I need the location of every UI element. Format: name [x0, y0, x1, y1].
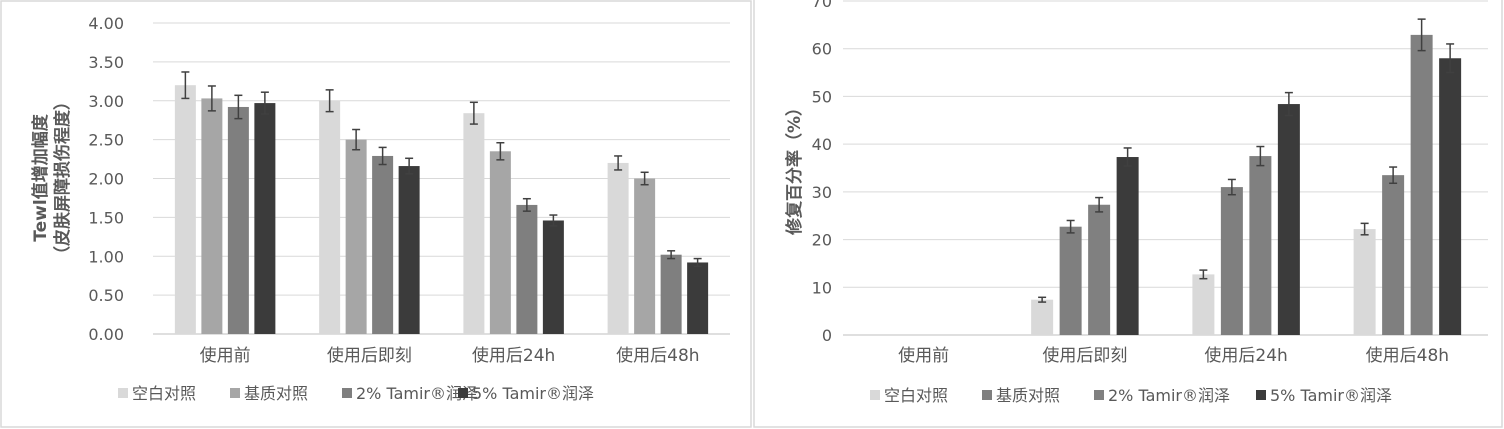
y-tick-label: 0	[822, 326, 832, 345]
legend-label: 2% Tamir®润泽	[356, 384, 478, 403]
bar-2-4	[634, 178, 656, 334]
bar-1-3	[463, 113, 485, 334]
bar-1-4	[607, 162, 629, 334]
y-axis-subtitle: （皮肤屏障损伤程度）	[52, 93, 73, 263]
category-label: 使用后即刻	[1042, 345, 1127, 366]
bar-2-2	[345, 139, 367, 334]
legend-swatch	[342, 388, 352, 398]
legend-swatch	[230, 388, 240, 398]
y-tick-label: 0.50	[88, 286, 124, 305]
gridlines	[843, 0, 1488, 336]
bar-2-4	[1382, 175, 1405, 335]
bar-2-3	[1220, 187, 1243, 335]
bar-3-1	[227, 106, 249, 334]
y-tick-labels: 4.00 3.50 3.00 2.50 2.00 1.50 1.00 0.50 0.00	[88, 14, 124, 344]
category-label: 使用后24h	[472, 345, 555, 366]
x-tick-labels: 使用前 使用后即刻 使用后24h 使用后48h	[200, 345, 700, 366]
y-tick-label: 30	[812, 183, 832, 202]
y-tick-labels: 70 60 50 40 30 20 10 0	[812, 0, 832, 345]
x-tick-labels: 使用前 使用后即刻 使用后24h 使用后48h	[898, 345, 1449, 366]
y-axis-title: 修复百分率（%）	[784, 99, 805, 236]
bar-4-4	[1439, 58, 1462, 335]
legend-label: 5% Tamir®润泽	[1270, 386, 1392, 405]
y-tick-label: 60	[812, 40, 832, 59]
bars	[174, 71, 709, 335]
category-label: 使用后48h	[616, 345, 699, 366]
category-label: 使用前	[898, 345, 949, 366]
bar-4-3	[542, 220, 564, 334]
y-tick-label: 20	[812, 231, 832, 250]
legend-swatch	[1256, 390, 1266, 400]
legend-label: 基质对照	[996, 386, 1060, 405]
bars	[1031, 18, 1462, 336]
bar-2-1	[201, 98, 223, 334]
gridlines	[153, 22, 730, 335]
legend-swatch	[118, 388, 128, 398]
bar-3-2	[1088, 204, 1111, 335]
y-axis-title: Tewl值增加幅度	[30, 113, 51, 241]
category-label: 使用前	[200, 345, 251, 366]
y-tick-label: 0.00	[88, 325, 124, 344]
y-tick-label: 1.50	[88, 208, 124, 227]
y-tick-label: 3.00	[88, 92, 124, 111]
bar-1-3	[1192, 274, 1215, 335]
bar-1-4	[1353, 229, 1376, 335]
legend-swatch	[458, 388, 468, 398]
y-tick-label: 4.00	[88, 14, 124, 33]
bar-1-2	[319, 100, 341, 334]
legend-label: 2% Tamir®润泽	[1108, 386, 1230, 405]
y-tick-label: 2.50	[88, 131, 124, 150]
bar-2-2	[1059, 226, 1082, 335]
legend-label: 基质对照	[244, 384, 308, 403]
bar-3-4	[1410, 34, 1433, 336]
chart-tewl: 4.00 3.50 3.00 2.50 2.00 1.50 1.00 0.50 0.00 使用前…	[30, 14, 730, 403]
legend-label: 空白对照	[132, 384, 196, 403]
chart-repair-rate: 70 60 50 40 30 20 10 0 使用前 使用后即刻 使用后24h 使用后48h 修复百…	[784, 0, 1488, 405]
y-tick-label: 1.00	[88, 247, 124, 266]
y-tick-label: 70	[812, 0, 832, 11]
y-tick-label: 40	[812, 135, 832, 154]
legend-swatch	[982, 390, 992, 400]
legend-label: 5% Tamir®润泽	[472, 384, 594, 403]
bar-1-1	[174, 85, 196, 334]
legend-swatch	[1094, 390, 1104, 400]
bar-3-2	[372, 155, 394, 334]
bar-2-3	[489, 151, 511, 334]
legend: 空白对照 基质对照 2% Tamir®润泽5% Tamir®润泽	[118, 384, 594, 403]
y-tick-label: 10	[812, 278, 832, 297]
bar-4-2	[1116, 157, 1139, 335]
category-label: 使用后24h	[1204, 345, 1287, 366]
y-tick-label: 3.50	[88, 53, 124, 72]
legend: 空白对照 基质对照 2% Tamir®润泽 5% Tamir®润泽	[870, 386, 1392, 405]
bar-1-2	[1031, 299, 1054, 335]
y-tick-label: 2.00	[88, 170, 124, 189]
category-label: 使用后48h	[1366, 345, 1449, 366]
bar-3-3	[1249, 156, 1272, 335]
bar-4-4	[687, 262, 709, 334]
bar-3-3	[516, 204, 538, 334]
legend-swatch	[870, 390, 880, 400]
y-tick-label: 50	[812, 87, 832, 106]
bar-3-4	[660, 254, 682, 334]
bar-4-1	[254, 103, 276, 335]
legend-label: 空白对照	[884, 386, 948, 405]
category-label: 使用后即刻	[327, 345, 412, 366]
bar-4-3	[1277, 104, 1300, 335]
bar-4-2	[398, 166, 420, 334]
